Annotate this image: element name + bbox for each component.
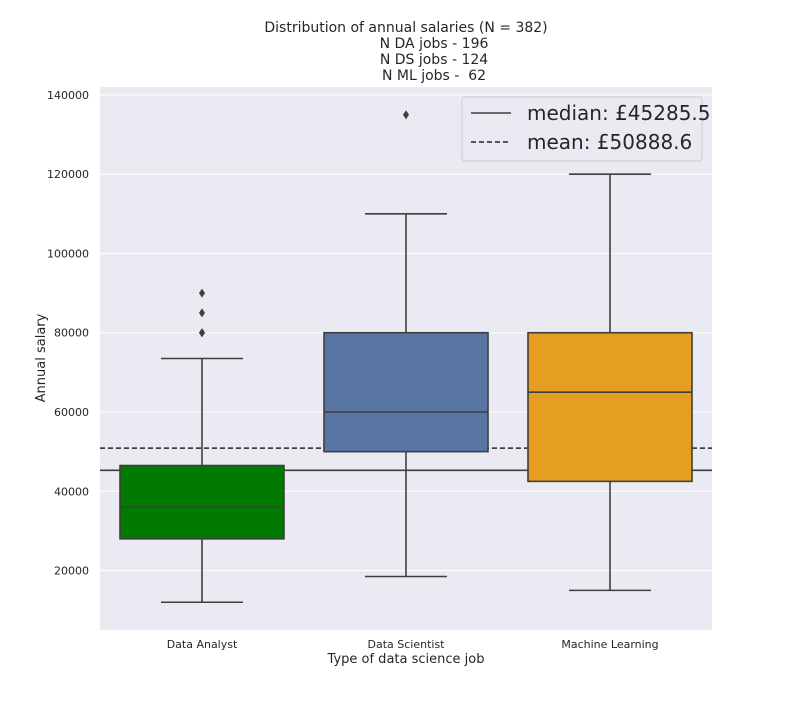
y-tick-label: 120000: [47, 168, 89, 181]
y-tick-label: 60000: [54, 406, 89, 419]
title-line: N DA jobs - 196: [380, 36, 489, 52]
y-tick-labels: 20000 40000 60000 80000 100000 120000 140000: [47, 89, 89, 578]
box-iqr: [527, 331, 693, 483]
y-tick-label: 40000: [54, 485, 89, 498]
x-tick-label: Data Scientist: [368, 638, 446, 651]
legend-frame: [461, 96, 703, 162]
title-line: Distribution of annual salaries (N = 382…: [264, 20, 547, 36]
outlier-point: [199, 288, 205, 298]
y-tick-label: 20000: [54, 565, 89, 578]
box-group: [119, 288, 285, 604]
y-tick-label: 80000: [54, 327, 89, 340]
y-axis-label: Annual salary: [34, 313, 49, 402]
y-tick-label: 140000: [47, 89, 89, 102]
title-line: N DS jobs - 124: [380, 52, 488, 68]
x-axis-label: Type of data science job: [327, 652, 485, 667]
box-iqr: [323, 331, 489, 453]
x-tick-labels: Data Analyst Data Scientist Machine Learni…: [167, 638, 659, 651]
title-line: N ML jobs - 62: [382, 68, 486, 84]
box-iqr: [119, 464, 285, 540]
x-tick-label: Data Analyst: [167, 638, 238, 651]
legend-mean-label: mean: £50888.6: [527, 130, 692, 154]
boxes: [119, 110, 693, 604]
legend-median-label: median: £45285.5: [527, 101, 711, 125]
chart-title: Distribution of annual salaries (N = 382…: [264, 20, 547, 84]
outlier-point: [199, 328, 205, 338]
legend: median: £45285.5 mean: £50888.6: [461, 96, 711, 162]
box-group: [323, 110, 489, 578]
y-tick-label: 100000: [47, 247, 89, 260]
x-tick-label: Machine Learning: [561, 638, 658, 651]
outlier-point: [199, 308, 205, 318]
outlier-point: [403, 110, 409, 120]
box-group: [527, 173, 693, 592]
